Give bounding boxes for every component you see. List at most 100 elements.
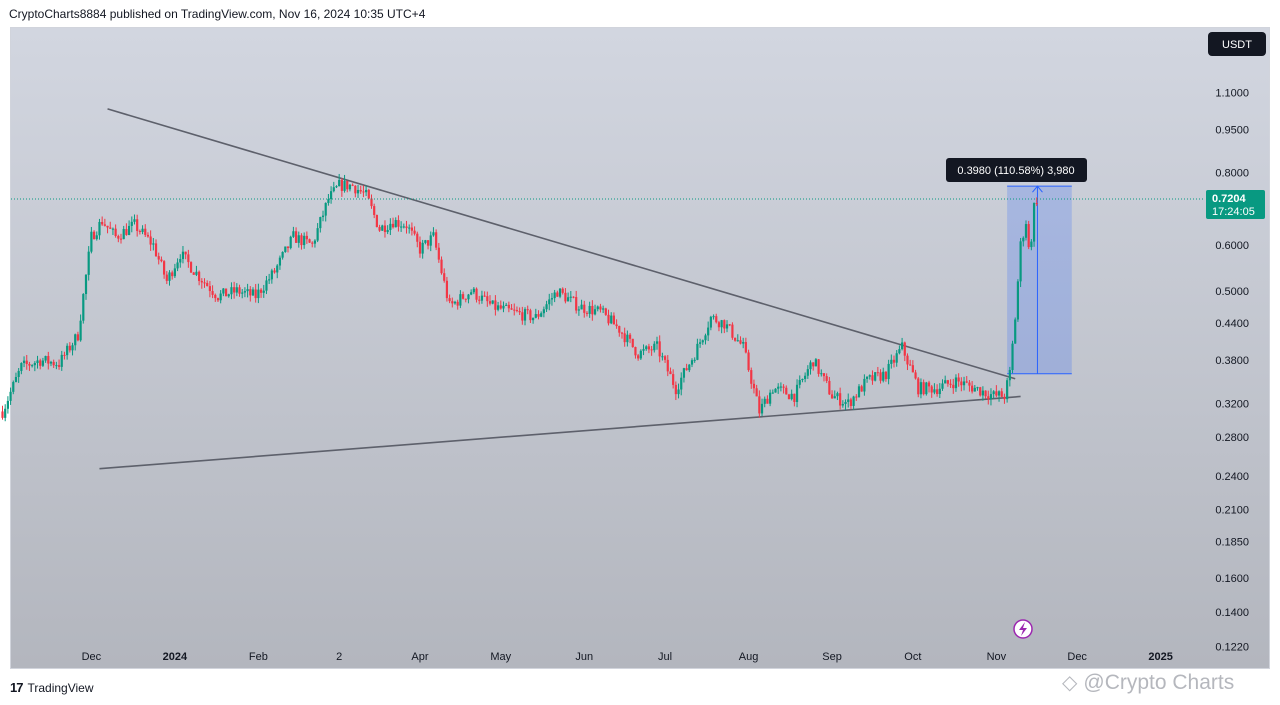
candle-body — [876, 372, 879, 374]
candle-body — [354, 185, 357, 194]
tradingview-brand: TradingView — [27, 680, 94, 695]
candle-body — [545, 304, 548, 310]
measure-label: 0.3980 (110.58%) 3,980 — [957, 165, 1074, 177]
x-tick-label: Feb — [249, 651, 268, 663]
candle-body — [453, 301, 457, 304]
candle-body — [432, 232, 435, 236]
tradingview-logo[interactable]: 17 TradingView — [10, 680, 94, 695]
candle-body — [176, 262, 179, 269]
candle-body — [801, 378, 804, 381]
candle-body — [292, 231, 295, 237]
candle-body — [459, 294, 462, 306]
candle-body — [321, 215, 325, 218]
candle-body — [451, 301, 454, 304]
candle-body — [736, 340, 739, 342]
candle-body — [122, 229, 125, 240]
candle-body — [639, 350, 642, 359]
candle-body — [626, 334, 629, 343]
candle-body — [898, 349, 901, 354]
candle-body — [814, 359, 818, 367]
candle-body — [739, 340, 742, 344]
y-tick-label: 0.8000 — [1215, 168, 1249, 180]
candle-body — [1, 411, 4, 418]
candle-body — [645, 346, 648, 350]
candle-body — [954, 377, 958, 389]
candle-body — [66, 345, 69, 356]
candle-body — [892, 359, 896, 363]
candle-body — [437, 247, 440, 260]
candle-body — [106, 225, 109, 228]
candle-body — [286, 246, 290, 249]
candle-body — [149, 236, 152, 245]
candle-body — [49, 361, 53, 364]
candle-body — [987, 396, 990, 400]
candle-body — [572, 296, 575, 298]
candle-body — [610, 315, 613, 324]
candle-body — [160, 259, 163, 262]
candle-body — [763, 398, 766, 404]
candle-body — [666, 359, 669, 372]
watermark-logo-icon: ◇ — [1062, 672, 1078, 694]
candle-body — [313, 240, 317, 244]
candle-body — [989, 394, 993, 400]
candle-body — [612, 315, 616, 325]
candle-body — [146, 234, 150, 237]
candle-body — [515, 310, 519, 312]
candle-body — [637, 355, 640, 359]
candle-body — [623, 333, 626, 343]
candle-body — [618, 326, 621, 333]
candle-body — [968, 382, 971, 386]
candle-body — [109, 227, 112, 229]
candle-body — [965, 381, 968, 383]
candle-body — [868, 375, 871, 377]
chart-frame[interactable] — [10, 27, 1270, 669]
candle-body — [674, 384, 677, 395]
candle-body — [709, 316, 712, 328]
candle-body — [521, 312, 524, 321]
candle-body — [141, 228, 144, 232]
candle-body — [181, 251, 185, 260]
x-tick-label: Dec — [1067, 651, 1087, 663]
candle-body — [523, 309, 527, 321]
candle-body — [615, 324, 618, 327]
candle-body — [200, 280, 203, 283]
candle-body — [265, 280, 268, 291]
y-tick-label: 0.6000 — [1215, 240, 1249, 252]
candle-body — [367, 189, 370, 199]
candle-body — [28, 363, 31, 366]
candle-body — [844, 401, 847, 404]
candle-body — [456, 301, 459, 306]
candle-body — [413, 230, 416, 234]
candle-body — [57, 365, 61, 367]
candle-body — [734, 337, 737, 341]
candle-body — [370, 198, 373, 207]
candle-body — [857, 386, 861, 398]
y-tick-label: 0.5000 — [1215, 286, 1249, 298]
candle-body — [755, 388, 758, 397]
candle-body — [690, 360, 694, 365]
y-tick-label: 0.1400 — [1215, 607, 1249, 619]
candle-body — [919, 382, 923, 395]
candle-body — [941, 383, 944, 389]
candle-body — [841, 403, 844, 406]
candle-body — [448, 298, 451, 302]
candle-body — [17, 370, 20, 378]
candle-body — [911, 365, 914, 373]
candle-body — [1027, 224, 1030, 248]
candle-body — [338, 179, 341, 187]
candle-body — [184, 251, 187, 255]
candle-body — [628, 334, 632, 339]
candle-body — [693, 359, 696, 361]
candle-body — [505, 304, 508, 306]
candle-body — [744, 342, 747, 353]
candle-body — [426, 240, 430, 246]
candle-body — [491, 300, 494, 304]
candle-body — [475, 288, 478, 300]
candle-body — [585, 312, 589, 314]
candle-body — [658, 341, 661, 357]
candle-body — [233, 287, 236, 293]
candle-body — [890, 359, 893, 364]
candle-body — [211, 291, 214, 295]
